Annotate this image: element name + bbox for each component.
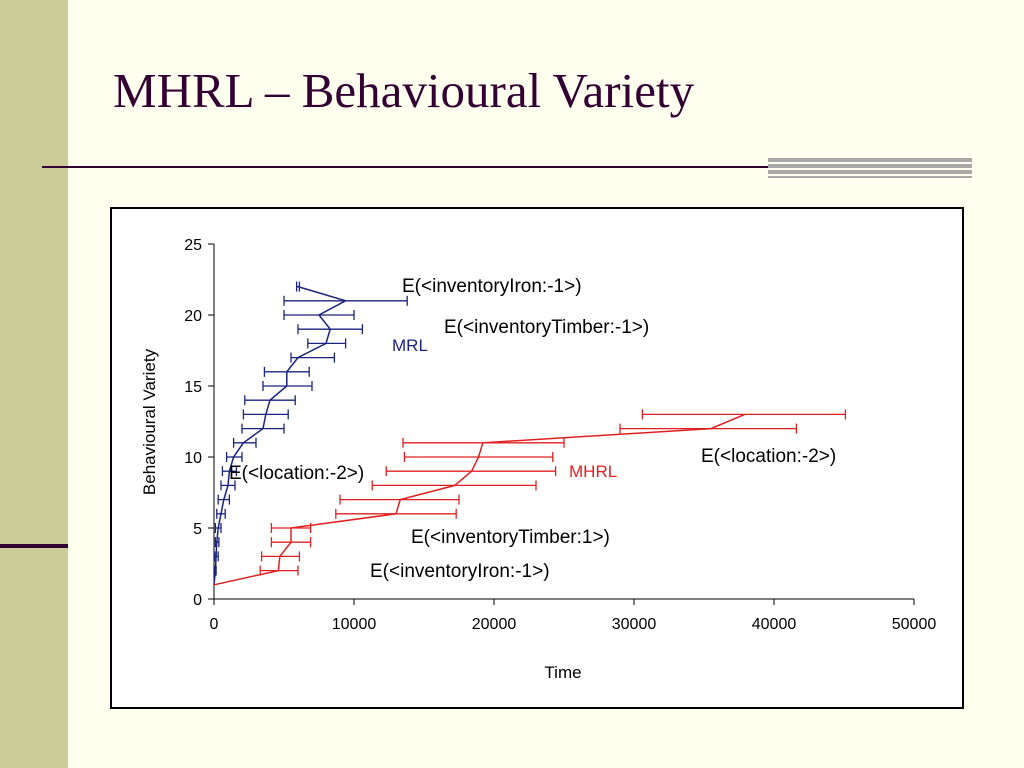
behavioural-variety-chart: 0 10000 20000 30000 40000 50000 0 5 10 15 20 25 Tim… <box>140 237 937 682</box>
sidebar-rule <box>0 544 68 548</box>
left-sidebar <box>0 0 68 768</box>
y-axis-label: Behavioural Variety <box>140 348 159 495</box>
y-tick-label: 25 <box>184 237 202 254</box>
x-tick-label: 40000 <box>752 616 797 633</box>
x-axis-label: Time <box>544 663 581 682</box>
annotation-mrl-inventory-iron: E(<inventoryIron:-1>) <box>402 276 582 297</box>
slide-title: MHRL – Behavioural Variety <box>113 63 695 118</box>
x-tick-label: 50000 <box>892 616 937 633</box>
x-tick-label: 0 <box>210 616 219 633</box>
y-tick-label: 0 <box>193 592 202 609</box>
y-tick-label: 15 <box>184 379 202 396</box>
mhrl-series-line <box>213 413 745 586</box>
annotation-mrl-inventory-timber: E(<inventoryTimber:-1>) <box>444 317 649 338</box>
y-tick-label: 5 <box>193 521 202 538</box>
annotation-mrl-location: E(<location:-2>) <box>229 463 364 484</box>
x-tick-label: 20000 <box>472 616 517 633</box>
x-tick-label: 30000 <box>612 616 657 633</box>
y-tick-label: 20 <box>184 308 202 325</box>
annotation-mhrl-inventory-timber: E(<inventoryTimber:1>) <box>411 527 610 548</box>
mrl-series-line <box>213 285 348 585</box>
annotation-mhrl-location: E(<location:-2>) <box>701 446 836 467</box>
y-tick-label: 10 <box>184 450 202 467</box>
series-mrl <box>213 281 408 585</box>
series-mhrl <box>213 409 847 586</box>
title-rule <box>42 166 768 168</box>
x-tick-label: 10000 <box>332 616 377 633</box>
title-accent-bar <box>768 158 972 178</box>
annotation-mhrl-inventory-iron: E(<inventoryIron:-1>) <box>370 561 550 582</box>
annotation-mhrl-series-label: MHRL <box>569 462 617 481</box>
chart-frame: 0 10000 20000 30000 40000 50000 0 5 10 15 20 25 Tim… <box>110 207 964 709</box>
annotation-mrl-series-label: MRL <box>392 336 428 355</box>
